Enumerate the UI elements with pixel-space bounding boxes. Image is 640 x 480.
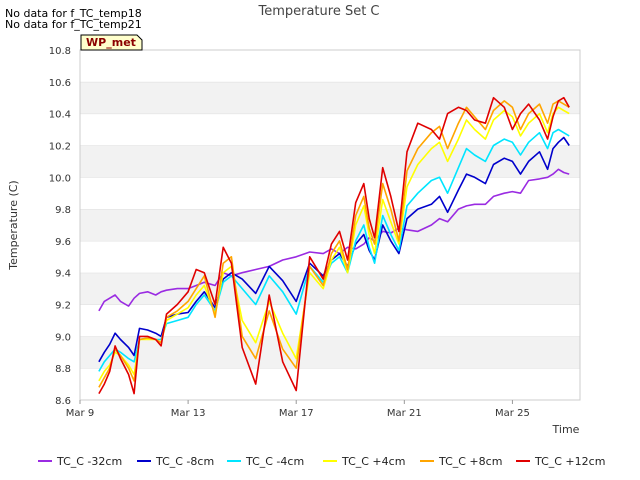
grid-bands bbox=[80, 49, 580, 400]
y-tick-label: 8.6 bbox=[55, 396, 71, 407]
wp-met-badge: WP_met bbox=[80, 34, 143, 51]
legend-item: TC_C +8cm bbox=[420, 452, 502, 470]
legend-swatch bbox=[516, 460, 530, 462]
y-tick-label: 9.6 bbox=[55, 237, 71, 248]
y-tick-label: 10.8 bbox=[49, 46, 71, 57]
grid-band bbox=[80, 177, 580, 210]
legend-swatch bbox=[323, 460, 337, 462]
grid-band bbox=[80, 304, 580, 337]
no-data-note-2: No data for f_TC_temp21 bbox=[5, 18, 142, 31]
x-tick-label: Mar 17 bbox=[279, 408, 314, 419]
y-tick-label: 10.2 bbox=[49, 141, 71, 152]
series-line bbox=[98, 96, 570, 395]
grid-band bbox=[80, 209, 580, 241]
no-data-note-1: No data for f_TC_temp18 bbox=[5, 7, 142, 20]
legend-swatch bbox=[137, 460, 151, 462]
y-tick-label: 10.4 bbox=[49, 110, 71, 121]
legend: TC_C -32cm TC_C -8cm TC_C -4cm TC_C +4cm TC_… bbox=[0, 452, 640, 470]
legend-label: TC_C +8cm bbox=[439, 454, 503, 468]
y-tick-label: 9.8 bbox=[55, 205, 71, 216]
plot-area bbox=[79, 49, 581, 401]
legend-swatch bbox=[227, 460, 241, 462]
chart-title: Temperature Set C bbox=[257, 4, 379, 19]
legend-label: TC_C -4cm bbox=[246, 454, 305, 468]
grid-band bbox=[80, 145, 580, 178]
legend-swatch bbox=[38, 460, 52, 462]
y-axis: 8.6 8.8 9.0 9.2 9.4 9.6 9.8 10.0 10.2 10.4 10.6 10.… bbox=[49, 46, 71, 407]
y-tick-label: 9.2 bbox=[55, 301, 71, 312]
legend-item: TC_C -8cm bbox=[137, 452, 214, 470]
series-lines bbox=[98, 96, 570, 395]
y-tick-label: 10.0 bbox=[49, 173, 71, 184]
x-tick-label: Mar 13 bbox=[171, 408, 206, 419]
legend-label: TC_C -8cm bbox=[156, 454, 215, 468]
legend-item: TC_C +4cm bbox=[323, 452, 405, 470]
grid-band bbox=[80, 336, 580, 369]
legend-item: TC_C +12cm bbox=[516, 452, 605, 470]
grid-band bbox=[80, 368, 580, 400]
grid-band bbox=[80, 272, 580, 305]
x-axis: Mar 9 Mar 13 Mar 17 Mar 21 Mar 25 bbox=[66, 400, 530, 419]
legend-item: TC_C -4cm bbox=[227, 452, 304, 470]
x-tick-label: Mar 25 bbox=[495, 408, 530, 419]
y-tick-label: 10.6 bbox=[49, 78, 71, 89]
grid-band bbox=[80, 113, 580, 146]
x-tick-label: Mar 21 bbox=[387, 408, 422, 419]
y-tick-label: 9.0 bbox=[55, 332, 71, 343]
x-tick-label: Mar 9 bbox=[66, 408, 94, 419]
legend-label: TC_C +12cm bbox=[535, 454, 606, 468]
legend-item: TC_C -32cm bbox=[38, 452, 122, 470]
x-axis-label: Time bbox=[552, 423, 580, 436]
badge-label: WP_met bbox=[86, 36, 136, 49]
badge-shape bbox=[80, 34, 143, 51]
legend-swatch bbox=[420, 460, 434, 462]
y-axis-label: Temperature (C) bbox=[7, 180, 20, 270]
grid-band bbox=[80, 50, 580, 82]
series-line bbox=[98, 168, 570, 312]
legend-label: TC_C -32cm bbox=[57, 454, 123, 468]
y-tick-label: 8.8 bbox=[55, 364, 71, 375]
y-tick-label: 9.4 bbox=[55, 269, 71, 280]
legend-label: TC_C +4cm bbox=[342, 454, 406, 468]
